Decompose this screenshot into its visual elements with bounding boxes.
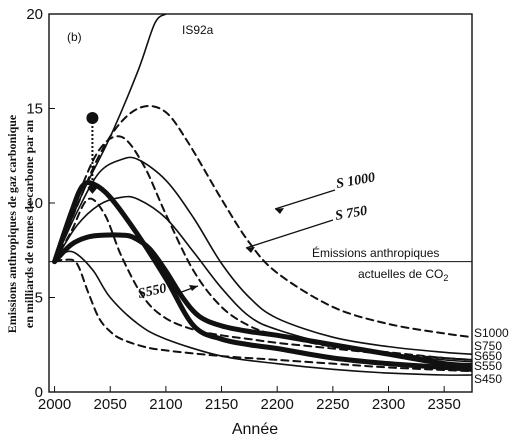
x-tick-label: 2250 xyxy=(316,396,349,413)
reference-line-label-2-main: actuelles de CO xyxy=(358,267,443,281)
x-tick-label: 2350 xyxy=(427,396,460,413)
series-line-unnamed-7 xyxy=(52,232,472,369)
series-line-unnamed-6 xyxy=(52,180,472,372)
marker-dot xyxy=(86,111,99,124)
x-tick-label: 2000 xyxy=(38,396,71,413)
annotation-s750: S 750 xyxy=(334,204,368,224)
series-line-s1000 xyxy=(53,104,472,339)
series-line-unnamed-9 xyxy=(53,250,472,376)
end-label-s450: S450 xyxy=(474,372,502,386)
marks-layer xyxy=(86,111,336,295)
x-tick-label: 2150 xyxy=(205,396,238,413)
pointer-s1000 xyxy=(274,189,336,210)
series-line-s450 xyxy=(53,197,472,361)
end-label-s550: S550 xyxy=(474,359,502,373)
y-tick-label: 20 xyxy=(26,6,43,23)
text-layer: Emissions anthropiques de gaz carbonique… xyxy=(5,6,509,438)
x-axis-title: Année xyxy=(232,421,278,438)
reference-line-label-2-sub: 2 xyxy=(443,273,448,283)
arrowhead-s1000 xyxy=(275,208,284,214)
annotation-s1000: S 1000 xyxy=(335,170,376,192)
series-line-unnamed-8 xyxy=(53,258,472,373)
y-tick-label: 5 xyxy=(35,290,43,307)
plot-frame-layer xyxy=(48,13,473,393)
series-layer xyxy=(52,14,472,376)
series-line-s750 xyxy=(53,156,472,355)
end-label-s650: S650 xyxy=(474,349,502,363)
x-tick-label: 2050 xyxy=(94,396,127,413)
reference-line-label-1: Émissions anthropiques xyxy=(312,245,439,260)
end-label-s1000: S1000 xyxy=(474,326,509,340)
annotation-is92a: IS92a xyxy=(182,23,214,37)
x-tick-label: 2200 xyxy=(261,396,294,413)
pointer-s750 xyxy=(245,219,334,249)
x-tick-label: 2100 xyxy=(149,396,182,413)
arrowhead-s550 xyxy=(189,285,198,291)
end-label-s750: S750 xyxy=(474,339,502,353)
panel-label: (b) xyxy=(67,30,82,44)
x-tick-label: 2300 xyxy=(372,396,405,413)
y-tick-label: 15 xyxy=(26,101,43,118)
y-tick-label: 10 xyxy=(26,195,43,212)
y-axis-title-line1: Emissions anthropiques de gaz carbonique xyxy=(5,114,19,333)
arrowhead-s750 xyxy=(246,247,255,253)
marker-diamond xyxy=(87,181,98,194)
y-axis-title-line2: en milliards de tonnes de carbone par an xyxy=(22,120,36,328)
annotation-s550: S550 xyxy=(137,281,168,302)
reference-line-label-2: actuelles de CO2 xyxy=(358,267,448,283)
y-tick-label: 0 xyxy=(35,384,43,401)
